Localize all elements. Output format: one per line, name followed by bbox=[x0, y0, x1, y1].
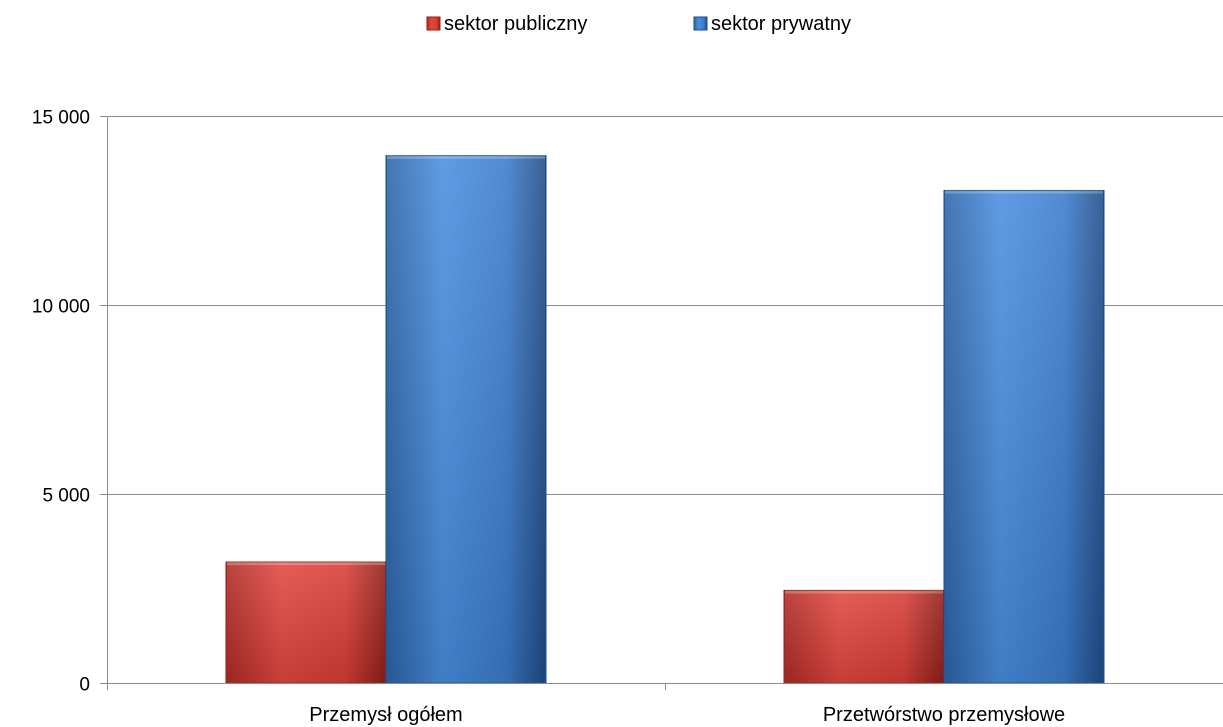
bar-highlight bbox=[387, 155, 545, 159]
legend-swatch bbox=[426, 16, 441, 31]
y-tick-label: 15 000 bbox=[32, 108, 90, 129]
legend-label: sektor publiczny bbox=[444, 13, 587, 35]
bar-shade bbox=[227, 563, 385, 682]
bar-sektor-publiczny bbox=[225, 561, 387, 684]
bar-shade bbox=[945, 191, 1103, 682]
legend-swatch bbox=[693, 16, 708, 31]
bar-highlight bbox=[785, 590, 943, 594]
legend-item: sektor prywatny bbox=[693, 13, 851, 35]
y-tick-label: 5 000 bbox=[42, 486, 90, 507]
bar-sektor-prywatny bbox=[385, 155, 547, 684]
bar-highlight bbox=[227, 562, 385, 566]
y-axis: 0 5 000 10 000 15 000 bbox=[32, 108, 108, 696]
bar-sektor-prywatny bbox=[943, 189, 1105, 684]
y-tick-label: 10 000 bbox=[32, 297, 90, 318]
y-tick-label: 0 bbox=[79, 675, 90, 696]
x-axis: Przemysł ogółem Przetwórstwo przemysłowe bbox=[100, 683, 1223, 726]
x-category-label: Przetwórstwo przemysłowe bbox=[823, 704, 1065, 726]
x-category-label: Przemysł ogółem bbox=[309, 704, 462, 726]
legend-label: sektor prywatny bbox=[711, 13, 851, 35]
legend: sektor publiczny sektor prywatny bbox=[426, 13, 851, 35]
legend-item: sektor publiczny bbox=[426, 13, 587, 35]
bar-shade bbox=[785, 591, 943, 682]
bar-highlight bbox=[945, 190, 1103, 194]
bars bbox=[225, 155, 1105, 684]
bar-sektor-publiczny bbox=[783, 589, 945, 684]
bar-shade bbox=[387, 156, 545, 682]
